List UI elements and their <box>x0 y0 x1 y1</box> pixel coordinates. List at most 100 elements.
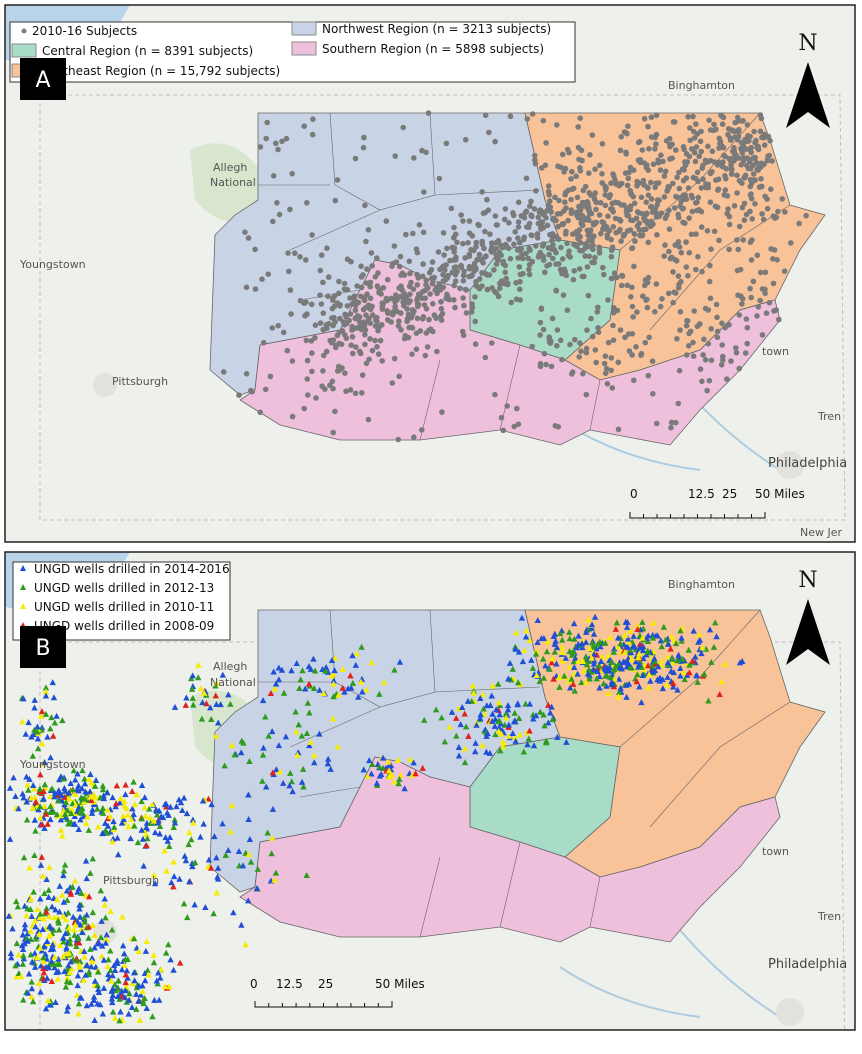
subject-dot <box>354 283 361 289</box>
subject-dot <box>585 232 591 238</box>
subject-dot <box>763 310 770 317</box>
subject-dot <box>423 149 429 156</box>
well-marker <box>681 676 688 683</box>
subject-dot <box>652 309 658 315</box>
subject-dot <box>773 214 780 221</box>
subject-dot <box>352 155 359 162</box>
subject-dot <box>747 285 753 292</box>
subject-dot <box>454 239 460 246</box>
well-marker <box>551 640 558 647</box>
subject-dot <box>406 258 413 265</box>
well-marker <box>34 954 41 961</box>
well-marker <box>183 810 191 817</box>
subject-dot <box>684 318 691 324</box>
well-marker <box>45 893 52 900</box>
subject-dot <box>691 308 697 314</box>
place-name: New Jer <box>800 526 843 539</box>
well-marker <box>521 647 528 654</box>
well-marker <box>21 902 28 909</box>
subject-dot <box>297 297 304 304</box>
well-marker <box>596 684 603 691</box>
well-marker <box>701 670 708 677</box>
well-marker <box>269 769 276 776</box>
well-marker <box>522 633 530 640</box>
well-marker <box>143 831 150 838</box>
well-marker <box>530 742 538 749</box>
well-marker <box>210 910 217 917</box>
well-marker <box>99 1010 107 1017</box>
well-marker <box>590 630 598 637</box>
subject-dot <box>502 269 509 276</box>
well-marker <box>42 963 50 970</box>
subject-dot <box>506 220 512 226</box>
subject-dot <box>384 276 391 283</box>
subject-dot <box>632 238 638 244</box>
subject-dot <box>703 159 710 165</box>
well-marker <box>138 815 146 822</box>
well-marker <box>545 719 552 726</box>
well-marker <box>139 835 147 842</box>
subject-dot <box>653 281 660 287</box>
well-marker <box>45 913 53 920</box>
subject-dot <box>697 138 704 145</box>
well-marker <box>275 676 283 683</box>
well-marker <box>492 731 499 738</box>
well-marker <box>441 738 449 745</box>
well-marker <box>320 690 328 697</box>
well-marker <box>575 657 582 664</box>
well-marker <box>43 908 50 915</box>
subject-dot <box>460 240 466 247</box>
well-marker <box>63 1007 71 1014</box>
well-marker <box>27 896 35 903</box>
well-marker <box>161 983 169 990</box>
well-marker <box>166 834 174 841</box>
subject-dot <box>631 377 637 384</box>
well-marker <box>36 803 44 810</box>
subject-dot <box>676 169 682 176</box>
subject-dot <box>515 219 522 225</box>
well-marker <box>117 795 124 802</box>
well-marker <box>13 898 20 905</box>
well-marker <box>101 819 109 826</box>
well-marker <box>75 934 82 941</box>
well-marker <box>259 697 267 704</box>
subject-dot <box>317 320 324 326</box>
scale-label: 50 Miles <box>755 487 805 501</box>
subject-dot <box>705 341 712 347</box>
well-marker <box>410 759 417 766</box>
well-marker <box>591 613 599 620</box>
well-marker <box>645 671 653 678</box>
well-marker <box>71 931 78 938</box>
subject-dot <box>342 370 348 377</box>
well-marker <box>171 816 178 823</box>
well-marker <box>91 1017 98 1024</box>
well-marker <box>36 914 43 921</box>
well-marker <box>180 794 188 801</box>
well-marker <box>137 991 145 998</box>
well-marker <box>197 833 204 840</box>
subject-dot <box>407 270 413 277</box>
subject-dot <box>648 179 654 186</box>
well-marker <box>482 726 489 733</box>
subject-dot <box>515 224 522 230</box>
well-marker <box>112 800 120 807</box>
subject-dot <box>534 231 541 237</box>
subject-dot <box>555 223 561 230</box>
well-marker <box>59 953 67 960</box>
well-marker <box>26 775 33 782</box>
subject-dot <box>377 337 384 344</box>
well-marker <box>213 854 220 861</box>
subject-dot <box>677 327 683 333</box>
place-name: Philadelphia <box>768 957 847 972</box>
well-marker <box>200 820 207 827</box>
place-name: Tren <box>817 910 841 923</box>
well-marker <box>85 775 93 782</box>
well-marker <box>636 683 643 690</box>
well-marker <box>78 929 86 936</box>
well-marker <box>15 805 22 812</box>
well-marker <box>150 871 158 878</box>
well-marker <box>83 961 91 968</box>
well-marker <box>634 622 641 629</box>
well-marker <box>696 646 703 653</box>
well-marker <box>259 751 267 758</box>
